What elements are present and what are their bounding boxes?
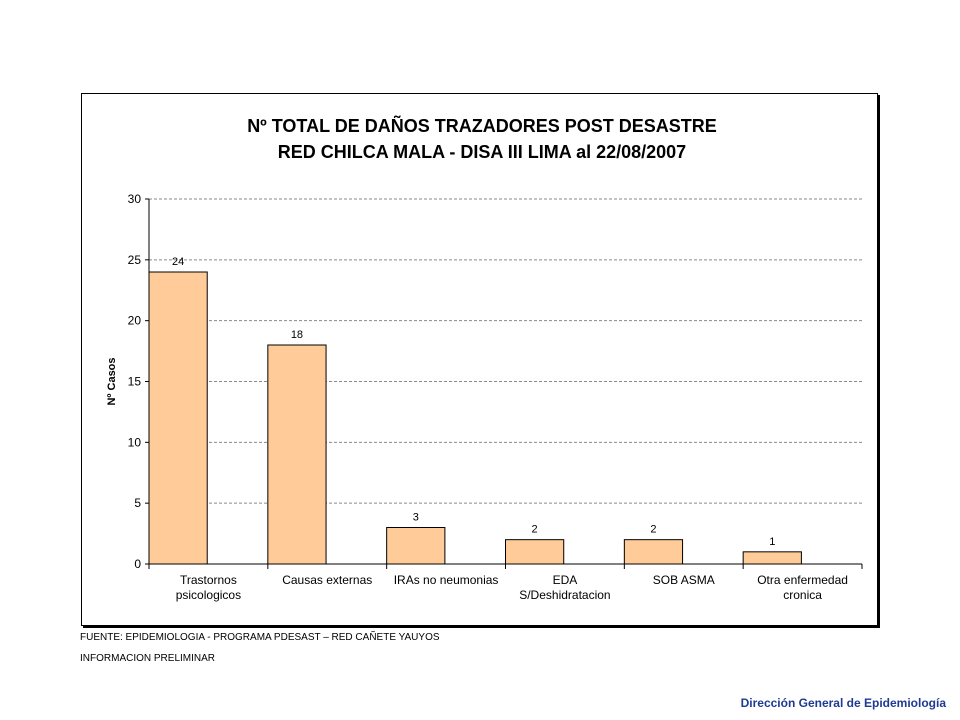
y-tick-label: 5	[134, 496, 141, 510]
preliminary-note: INFORMACION PRELIMINAR	[80, 653, 216, 664]
bar	[742, 551, 802, 565]
chart-title-line-1: Nº TOTAL DE DAÑOS TRAZADORES POST DESAST…	[247, 115, 717, 136]
y-axis-label: Nº Casos	[106, 357, 118, 405]
bar	[505, 539, 565, 565]
data-label: 3	[413, 512, 419, 524]
y-tick-label: 10	[128, 435, 142, 449]
data-label: 1	[769, 536, 775, 548]
y-tick-label: 20	[128, 314, 142, 328]
bar	[267, 344, 327, 565]
credit-label: Dirección General de Epidemiología	[740, 696, 946, 710]
x-tick-label: S/Deshidratacion	[519, 588, 610, 602]
x-tick-label: psicologicos	[176, 588, 241, 602]
x-tick-label: cronica	[783, 588, 822, 602]
source-footnote: FUENTE: EPIDEMIOLOGIA - PROGRAMA PDESAST…	[80, 632, 440, 643]
y-tick-label: 25	[128, 253, 142, 267]
y-tick-label: 30	[128, 192, 142, 206]
bar	[386, 527, 446, 565]
data-label: 24	[172, 256, 184, 268]
y-tick-label: 0	[134, 557, 141, 571]
x-tick-label: Causas externas	[282, 573, 372, 587]
x-tick-label: IRAs no neumonias	[394, 573, 499, 587]
bar-chart: Nº TOTAL DE DAÑOS TRAZADORES POST DESAST…	[106, 115, 863, 602]
x-tick-label: SOB ASMA	[653, 573, 715, 587]
chart-frame: Nº TOTAL DE DAÑOS TRAZADORES POST DESAST…	[81, 93, 878, 626]
bar	[148, 271, 208, 565]
x-tick-label: Trastornos	[180, 573, 237, 587]
data-label: 18	[291, 329, 303, 341]
bar	[623, 539, 684, 565]
data-label: 2	[650, 524, 656, 536]
x-tick-label: EDA	[553, 573, 578, 587]
data-label: 2	[532, 524, 538, 536]
y-tick-label: 15	[128, 375, 142, 389]
x-tick-label: Otra enfermedad	[757, 573, 848, 587]
chart-title-line-2: RED CHILCA MALA - DISA III LIMA al 22/08…	[278, 142, 686, 162]
